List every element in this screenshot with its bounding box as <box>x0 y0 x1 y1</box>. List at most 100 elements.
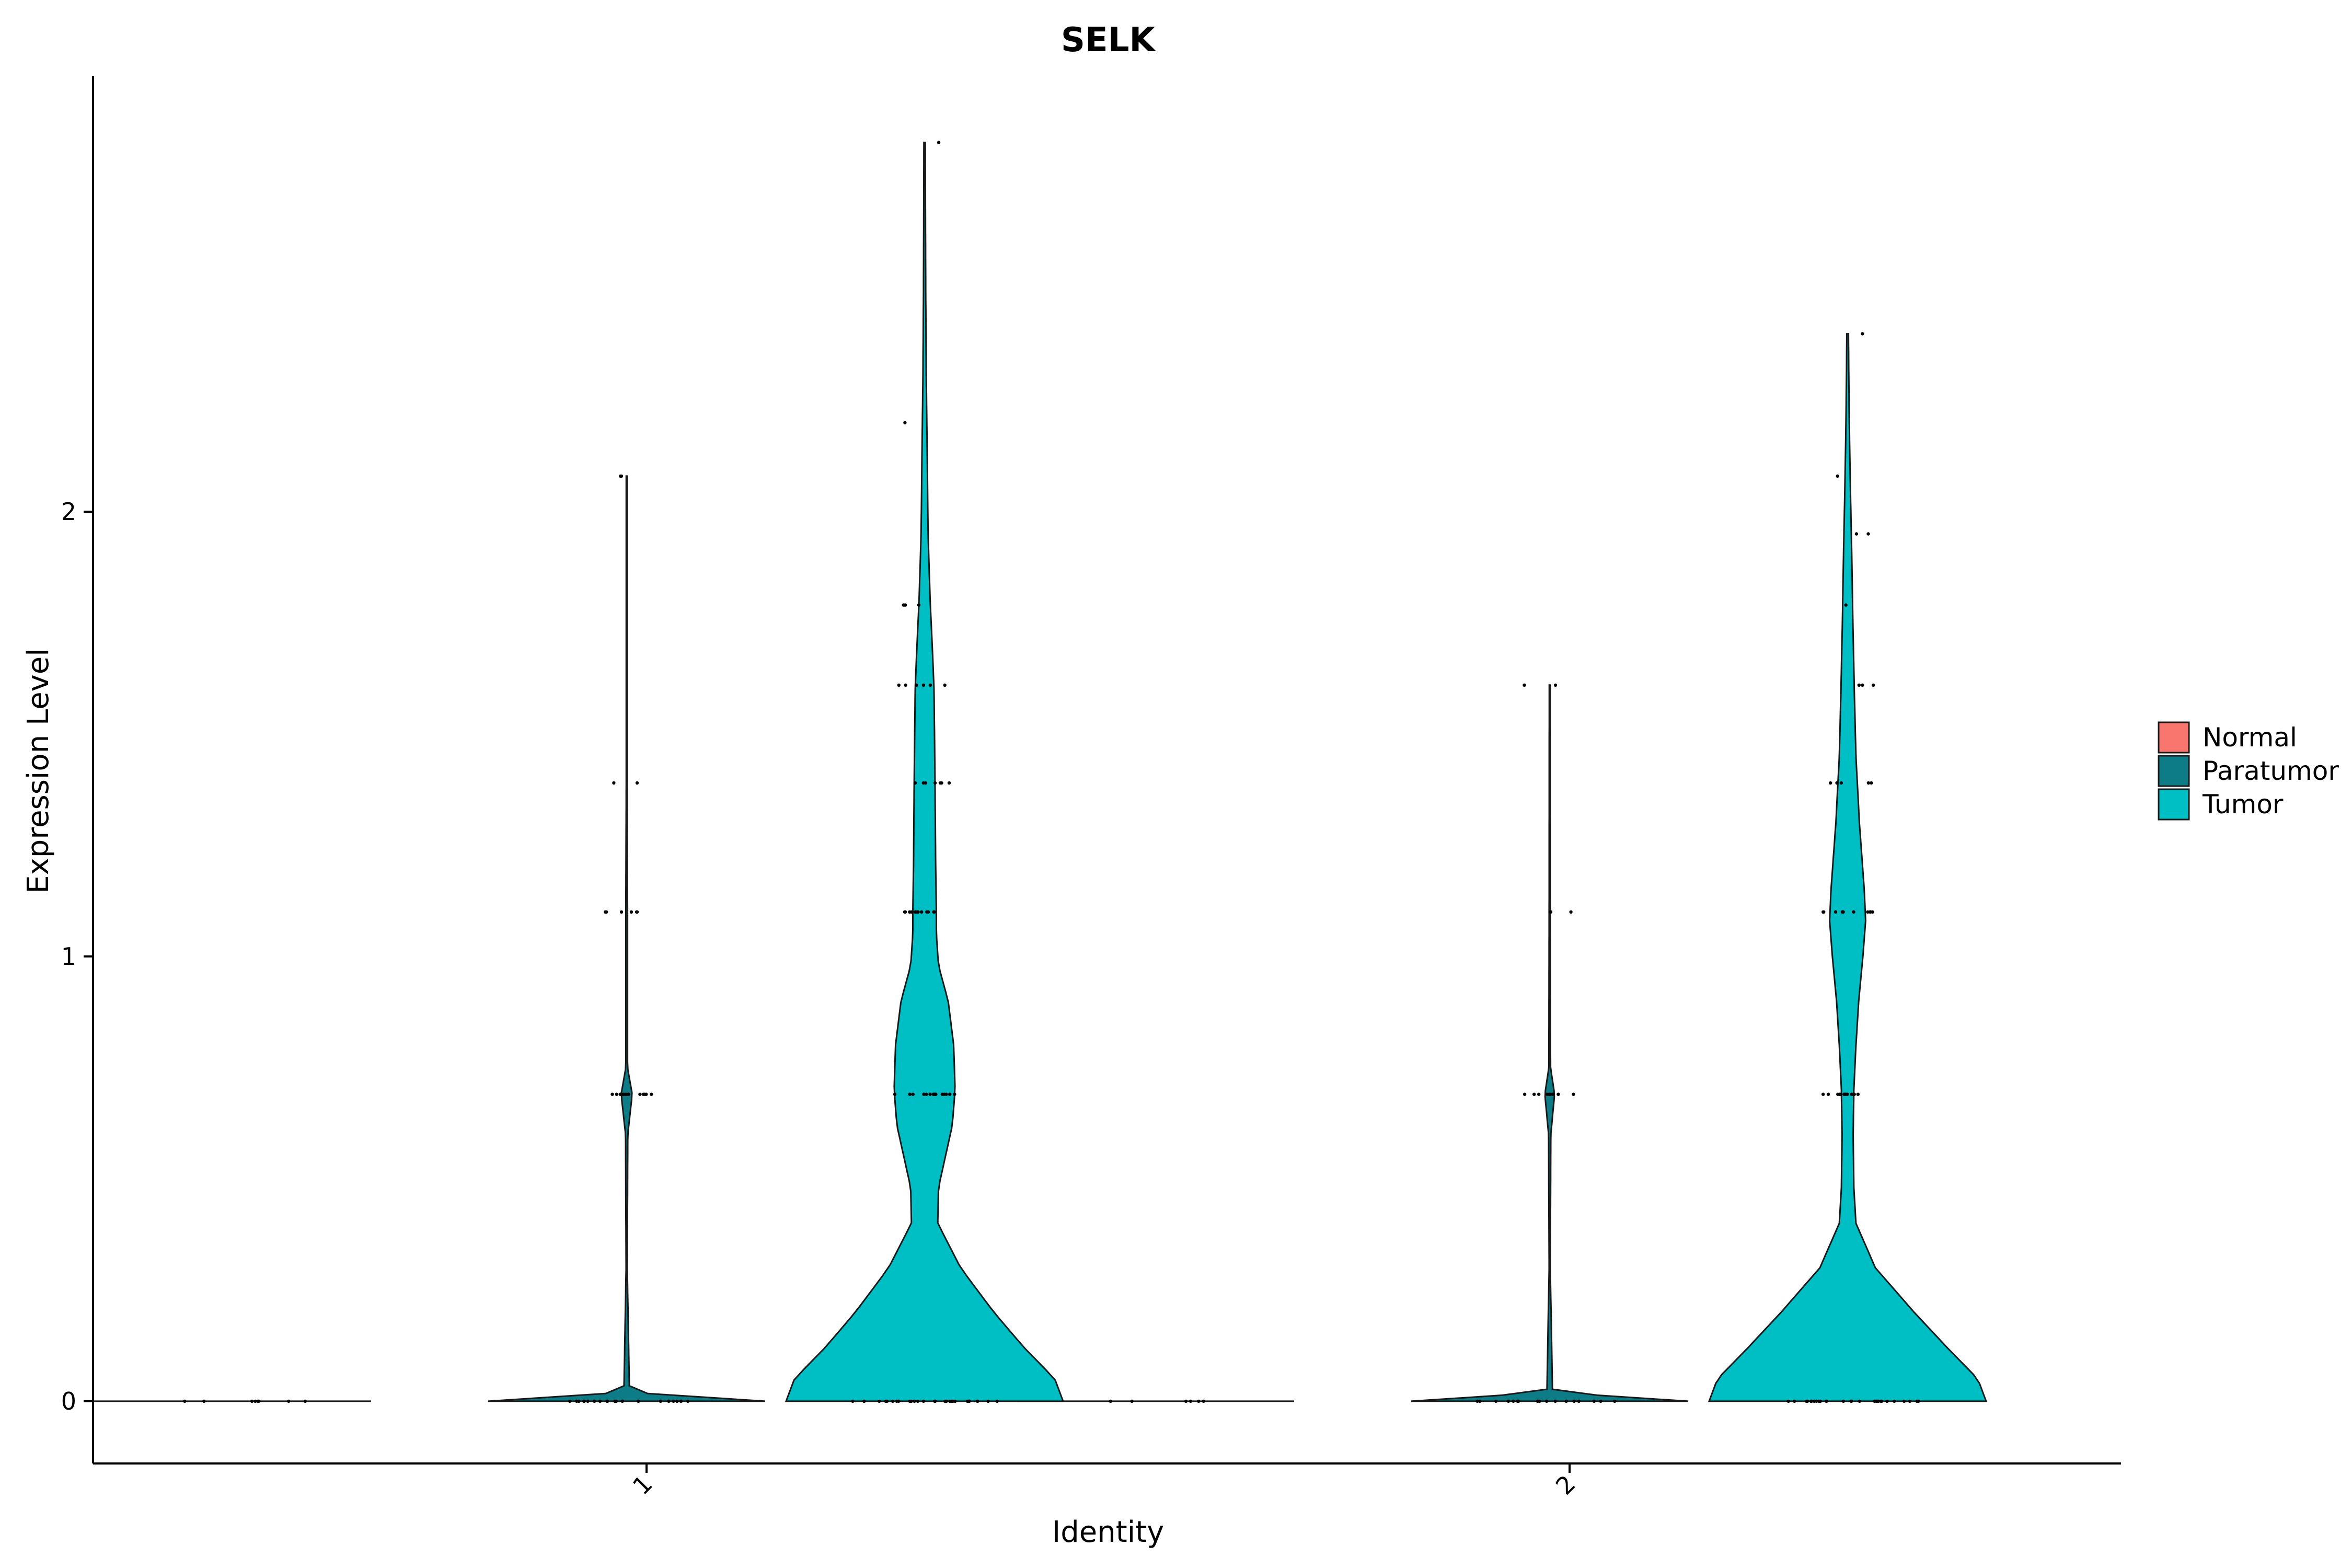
data-point-paratumor-group-2 <box>1577 1399 1581 1403</box>
y-axis-label: Expression Level <box>21 648 55 894</box>
data-point-tumor-group-1 <box>944 1399 948 1403</box>
data-point-tumor-group-2 <box>1857 683 1861 687</box>
data-point-paratumor-group-1 <box>621 1092 625 1096</box>
data-point-paratumor-group-2 <box>1599 1399 1602 1403</box>
data-point-tumor-group-2 <box>1841 1399 1846 1403</box>
data-point-paratumor-group-1 <box>619 474 624 478</box>
legend-swatch-paratumor <box>2158 755 2190 787</box>
data-point-tumor-group-2 <box>1893 1399 1896 1403</box>
data-point-paratumor-group-2 <box>1572 1092 1575 1096</box>
violin-paratumor-group-2 <box>1411 684 1689 1402</box>
data-point-paratumor-group-2 <box>1475 1399 1479 1403</box>
data-point-tumor-group-1 <box>920 910 924 914</box>
data-point-tumor-group-1 <box>921 683 926 687</box>
data-point-tumor-group-2 <box>1836 1092 1840 1096</box>
data-point-tumor-group-2 <box>1826 1092 1830 1096</box>
data-point-paratumor-group-2 <box>1553 683 1558 687</box>
data-point-tumor-group-2 <box>1829 781 1832 785</box>
legend-label-tumor: Tumor <box>2202 789 2284 820</box>
data-point-tumor-group-2 <box>1908 1399 1912 1403</box>
data-point-normal-group-2 <box>1197 1399 1201 1403</box>
data-point-tumor-group-1 <box>897 683 901 687</box>
data-point-paratumor-group-2 <box>1545 1399 1549 1403</box>
data-point-tumor-group-1 <box>933 781 937 785</box>
data-point-paratumor-group-1 <box>672 1399 675 1403</box>
data-point-paratumor-group-2 <box>1523 1092 1527 1096</box>
chart-title: SELK <box>1061 21 1157 60</box>
data-point-tumor-group-1 <box>953 1092 956 1096</box>
x-tick-label: 2 <box>1550 1470 1581 1501</box>
data-point-paratumor-group-2 <box>1536 1399 1540 1403</box>
data-point-paratumor-group-2 <box>1569 910 1573 914</box>
data-point-tumor-group-2 <box>1834 910 1838 914</box>
data-point-tumor-group-1 <box>913 781 917 785</box>
data-point-paratumor-group-2 <box>1512 1399 1515 1403</box>
data-point-tumor-group-2 <box>1850 1092 1854 1096</box>
data-point-tumor-group-1 <box>921 1399 926 1403</box>
data-point-tumor-group-2 <box>1861 332 1864 336</box>
x-tick-label: 1 <box>627 1470 658 1501</box>
legend-swatch-tumor <box>2158 788 2190 821</box>
legend-swatch-normal <box>2158 721 2190 754</box>
data-point-normal-group-1 <box>287 1399 291 1403</box>
data-point-paratumor-group-1 <box>643 1092 647 1096</box>
data-point-tumor-group-2 <box>1844 603 1848 607</box>
data-point-tumor-group-1 <box>911 1092 915 1096</box>
data-point-tumor-group-2 <box>1835 781 1839 785</box>
data-point-tumor-group-1 <box>953 1399 957 1403</box>
data-point-tumor-group-2 <box>1885 1399 1889 1403</box>
data-point-tumor-group-1 <box>862 1399 866 1403</box>
data-point-tumor-group-1 <box>903 421 907 424</box>
data-point-paratumor-group-1 <box>679 1399 683 1403</box>
data-point-tumor-group-2 <box>1854 532 1859 536</box>
data-point-tumor-group-2 <box>1821 1092 1825 1096</box>
data-point-paratumor-group-1 <box>637 1399 640 1403</box>
data-point-paratumor-group-1 <box>605 1399 609 1403</box>
data-point-tumor-group-1 <box>948 1092 952 1096</box>
data-point-tumor-group-1 <box>891 1399 895 1403</box>
data-point-tumor-group-2 <box>1786 1399 1790 1403</box>
data-point-paratumor-group-1 <box>629 910 633 914</box>
data-point-paratumor-group-1 <box>614 1399 618 1403</box>
data-point-paratumor-group-1 <box>612 781 616 785</box>
data-point-tumor-group-1 <box>903 910 907 914</box>
data-point-tumor-group-1 <box>933 1092 938 1096</box>
data-point-tumor-group-1 <box>967 1399 971 1403</box>
data-point-paratumor-group-1 <box>619 910 624 914</box>
data-point-paratumor-group-2 <box>1506 1399 1511 1403</box>
violin-tumor-group-2 <box>1708 333 1988 1402</box>
legend-label-normal: Normal <box>2203 722 2297 753</box>
data-point-tumor-group-2 <box>1825 1399 1828 1403</box>
data-point-tumor-group-2 <box>1809 1399 1814 1403</box>
data-point-tumor-group-1 <box>851 1399 855 1403</box>
data-point-tumor-group-1 <box>948 1399 952 1403</box>
y-tick-label: 0 <box>61 1387 76 1415</box>
data-point-paratumor-group-1 <box>586 1399 590 1403</box>
data-point-paratumor-group-2 <box>1547 1092 1551 1096</box>
data-point-tumor-group-2 <box>1805 1399 1809 1403</box>
data-point-tumor-group-1 <box>925 910 929 914</box>
data-point-tumor-group-1 <box>915 683 918 687</box>
data-point-paratumor-group-1 <box>575 1399 579 1403</box>
data-point-paratumor-group-2 <box>1549 910 1553 914</box>
data-point-normal-group-1 <box>256 1399 260 1403</box>
data-point-tumor-group-2 <box>1902 1399 1906 1403</box>
y-tick-label: 2 <box>61 498 76 526</box>
data-point-paratumor-group-1 <box>686 1399 690 1403</box>
data-point-tumor-group-1 <box>914 910 918 914</box>
data-point-tumor-group-1 <box>922 1092 926 1096</box>
data-point-tumor-group-2 <box>1850 1399 1853 1403</box>
data-point-paratumor-group-1 <box>635 910 639 914</box>
data-point-tumor-group-2 <box>1793 1399 1796 1403</box>
plot-area <box>94 141 1988 1403</box>
data-point-paratumor-group-1 <box>620 1399 624 1403</box>
data-point-tumor-group-2 <box>1873 1399 1876 1403</box>
data-point-tumor-group-1 <box>921 781 926 785</box>
data-point-tumor-group-2 <box>1866 532 1870 536</box>
data-point-paratumor-group-1 <box>604 910 607 914</box>
data-point-paratumor-group-2 <box>1532 1092 1536 1096</box>
data-point-paratumor-group-1 <box>675 1399 679 1403</box>
data-point-normal-group-2 <box>1184 1399 1188 1403</box>
data-point-tumor-group-2 <box>1866 910 1870 914</box>
